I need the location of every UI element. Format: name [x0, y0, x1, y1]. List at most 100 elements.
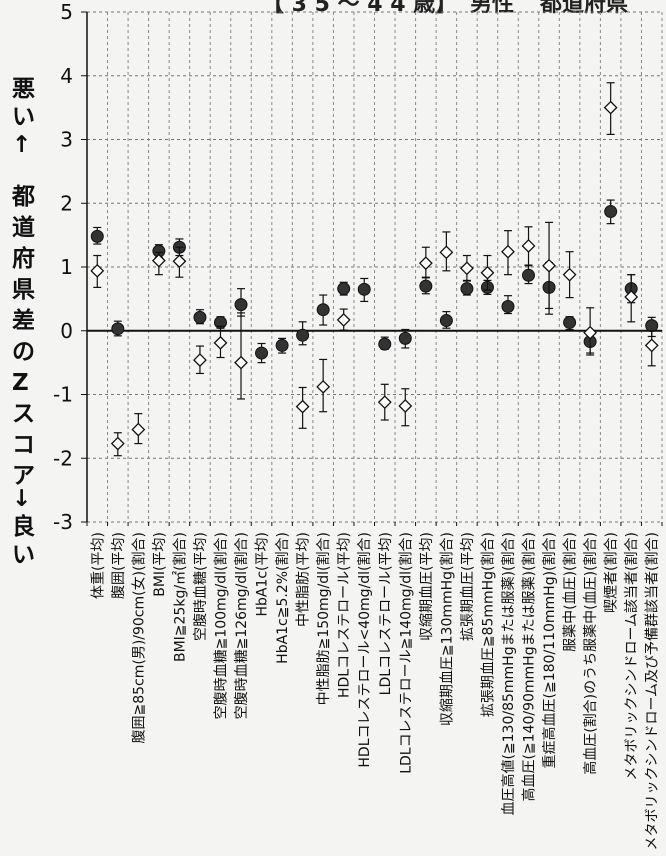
point-circle [378, 337, 392, 351]
point-diamond [193, 353, 207, 367]
y-label-worse: ↑ [12, 132, 32, 158]
point-diamond [624, 290, 639, 304]
category-label: BMI(平均) [152, 532, 168, 597]
point-circle [563, 315, 577, 329]
y-label-better: ↓ [12, 486, 32, 512]
y-tick-label: 0 [60, 319, 73, 343]
title-fragment-age: 【 3 5 ～ 4 4 歳】 [262, 0, 458, 17]
category-label: 収縮期血圧(平均) [419, 532, 435, 641]
y-label-better: 良 [12, 514, 35, 540]
point-diamond [151, 253, 166, 268]
category-label: LDLコレステロール≧140mg/dl(割合) [397, 532, 414, 774]
y-tick-label: -2 [53, 446, 73, 470]
point-diamond [398, 399, 413, 413]
point-diamond [562, 267, 577, 282]
y-label-zscore: 道 [12, 215, 35, 241]
category-label: 血圧高値(≧130/85mmHgまたは服薬)(割合) [500, 532, 517, 816]
y-label-worse: 悪 [12, 76, 35, 102]
y-label-worse: い [12, 104, 35, 130]
point-diamond [90, 263, 105, 278]
y-label-zscore: ス [12, 401, 35, 427]
category-label: 高血圧(≧140/90mmHgまたは服薬)(割合) [521, 532, 538, 802]
point-circle [522, 268, 536, 282]
point-diamond [316, 379, 331, 394]
point-circle [193, 310, 207, 324]
point-diamond [418, 256, 433, 271]
point-circle [398, 331, 412, 345]
point-circle [275, 338, 289, 352]
category-label: 拡張期血圧(平均) [460, 532, 476, 641]
y-tick-label: 2 [60, 191, 73, 215]
point-circle [111, 322, 125, 336]
category-label: 腹囲≧85cm(男)/90cm(女)(割合) [130, 532, 147, 744]
point-diamond [644, 338, 659, 353]
category-label: HDLコレステロール<40mg/dl(割合) [356, 532, 373, 768]
y-label-better: い [12, 542, 35, 568]
category-label: 空腹時血糖≧126mg/dl(割合) [233, 532, 250, 719]
y-label-zscore: の [12, 339, 35, 365]
category-label: 拡張期血圧≧85mmHg(割合) [479, 532, 496, 717]
y-tick-label: -1 [53, 383, 73, 407]
point-diamond [172, 254, 187, 269]
point-circle [439, 314, 453, 328]
point-diamond [542, 258, 556, 273]
y-tick-label: 1 [60, 255, 73, 279]
y-label-zscore: 都 [12, 184, 35, 210]
y-tick-label: 3 [60, 128, 73, 152]
point-circle [90, 229, 104, 243]
y-label-zscore: 府 [12, 246, 35, 272]
point-circle [419, 279, 433, 293]
point-circle [316, 303, 330, 317]
point-circle [337, 282, 351, 296]
y-label-zscore: ア [12, 463, 35, 489]
category-label: LDLコレステロール(平均) [378, 532, 394, 695]
category-label: メタボリックシンドローム該当者(割合) [623, 532, 640, 781]
title-fragment-sex: 男性 [470, 0, 515, 17]
y-label-zscore: コ [12, 432, 35, 458]
point-circle [645, 319, 659, 333]
category-label: 高血圧(割合)のうち服薬中(血圧)(割合) [582, 532, 599, 775]
y-label-zscore: 差 [12, 308, 35, 334]
point-diamond [336, 312, 351, 327]
category-label: 体重(平均) [90, 532, 106, 599]
category-label: HbA1c≧5.2%(割合) [274, 532, 291, 664]
point-diamond [131, 422, 146, 437]
point-diamond [521, 239, 536, 253]
category-label: 中性脂肪≧150mg/dl(割合) [315, 532, 332, 705]
point-circle [357, 282, 371, 296]
point-diamond [439, 245, 454, 260]
y-label-zscore: 県 [12, 277, 35, 303]
point-diamond [110, 436, 125, 451]
point-diamond [501, 244, 515, 259]
category-label: HDLコレステロール(平均) [337, 532, 353, 698]
point-circle [501, 300, 515, 314]
point-circle [234, 298, 248, 312]
point-diamond [603, 100, 618, 115]
point-diamond [295, 399, 310, 414]
y-tick-label: 4 [60, 64, 73, 88]
point-circle [604, 205, 618, 219]
point-diamond [459, 261, 474, 276]
point-circle [460, 282, 474, 296]
category-label: 重症高血圧(≧180/110mmHg)(割合) [541, 532, 558, 768]
category-label: メタボリックシンドローム及び予備群該当者(割合) [644, 532, 661, 851]
point-diamond [583, 325, 598, 340]
point-diamond [213, 335, 228, 350]
category-label: 空腹時血糖≧100mg/dl(割合) [212, 532, 229, 719]
category-label: 中性脂肪(平均) [296, 532, 312, 627]
category-label: HbA1c(平均) [255, 532, 271, 617]
category-label: 服薬中(血圧)(割合) [562, 532, 579, 652]
point-diamond [377, 395, 392, 410]
y-tick-label: -3 [53, 510, 73, 534]
category-label: 喫煙者(割合) [603, 532, 620, 613]
category-label: BMI≧25kg/㎡(割合) [171, 532, 188, 662]
category-label: 収縮期血圧≧130mmHg(割合) [438, 532, 455, 726]
point-circle [255, 346, 269, 360]
category-label: 腹囲(平均) [110, 532, 127, 599]
y-label-zscore: Z [12, 370, 29, 396]
point-diamond [480, 265, 495, 280]
point-diamond [234, 355, 248, 370]
point-circle [296, 328, 310, 342]
y-tick-label: 5 [60, 0, 73, 24]
